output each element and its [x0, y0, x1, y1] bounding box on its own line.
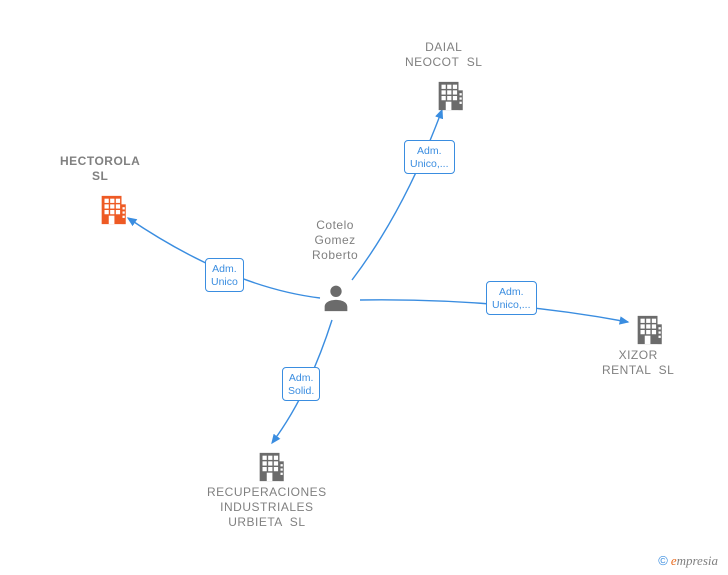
edge-label: Adm. Unico,...	[486, 281, 537, 315]
person-icon	[319, 280, 353, 319]
building-icon	[254, 446, 288, 484]
center-node-label: Cotelo Gomez Roberto	[312, 218, 358, 263]
copyright-symbol: ©	[658, 553, 668, 568]
company-label: RECUPERACIONES INDUSTRIALES URBIETA SL	[207, 485, 327, 530]
diagram-canvas: Cotelo Gomez Roberto DAIAL NEOCOT SL HEC…	[0, 0, 728, 575]
edge-label: Adm. Unico,...	[404, 140, 455, 174]
edge-label: Adm. Unico	[205, 258, 244, 292]
watermark: ©empresia	[658, 553, 718, 569]
building-icon	[632, 309, 666, 347]
edge-label: Adm. Solid.	[282, 367, 320, 401]
company-node-hectorola: HECTOROLA SL	[60, 154, 140, 184]
edge-e-daial	[352, 110, 442, 280]
company-label: XIZOR RENTAL SL	[602, 348, 674, 378]
company-label: HECTOROLA SL	[60, 154, 140, 184]
company-node-recuperaciones: RECUPERACIONES INDUSTRIALES URBIETA SL	[207, 485, 327, 530]
building-icon	[433, 75, 467, 113]
building-icon	[96, 189, 130, 227]
company-label: DAIAL NEOCOT SL	[405, 40, 482, 70]
company-node-xizor: XIZOR RENTAL SL	[602, 348, 674, 378]
watermark-rest: mpresia	[677, 553, 718, 568]
company-node-daial: DAIAL NEOCOT SL	[405, 40, 482, 70]
center-node: Cotelo Gomez Roberto	[312, 218, 358, 263]
edges-layer	[0, 0, 728, 575]
